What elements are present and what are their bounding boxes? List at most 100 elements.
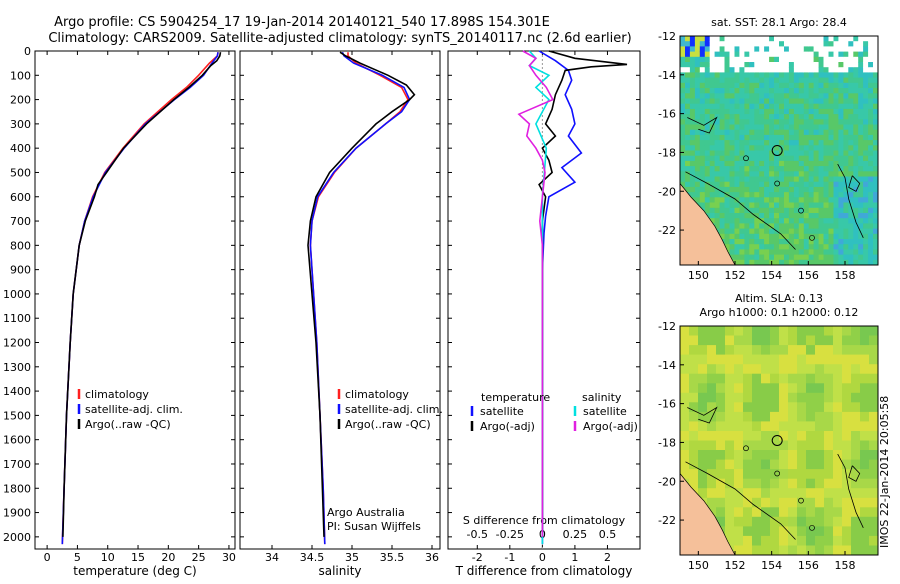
- map-cell: [759, 145, 765, 151]
- map-cell: [779, 77, 785, 84]
- map-cell: [729, 171, 735, 177]
- map-cell: [833, 124, 839, 131]
- x-axis-label: T difference from climatology: [455, 564, 633, 578]
- map-cell: [788, 72, 795, 79]
- map-cell: [833, 98, 839, 105]
- map-cell: [707, 450, 717, 460]
- map-cell: [788, 254, 795, 261]
- map-cell: [689, 150, 696, 157]
- map-cell: [858, 114, 864, 120]
- map-cell: [803, 56, 810, 63]
- map-cell: [719, 72, 726, 79]
- map-cell: [734, 160, 740, 167]
- map-cell: [788, 197, 795, 203]
- map-cell: [863, 249, 869, 256]
- map-cell: [806, 392, 816, 403]
- map-cell: [707, 364, 717, 375]
- map-cell: [803, 119, 810, 125]
- map-cell: [779, 218, 785, 224]
- map-cell: [729, 88, 735, 94]
- map-cell: [843, 197, 849, 203]
- map-cell: [754, 166, 760, 172]
- map-cell: [698, 431, 708, 441]
- map-cell: [793, 98, 800, 105]
- reef-contour: [685, 461, 796, 540]
- map-cell: [734, 62, 740, 68]
- map-cell: [770, 335, 780, 346]
- map-cell: [709, 160, 716, 167]
- map-cell: [739, 155, 745, 162]
- map-cell: [797, 326, 807, 336]
- map-cell: [853, 93, 859, 99]
- map-cell: [707, 373, 717, 384]
- map-cell: [761, 335, 771, 346]
- map-cell: [716, 335, 726, 346]
- map-cell: [784, 36, 790, 42]
- map-cell: [716, 402, 726, 413]
- map-cell: [868, 171, 874, 177]
- map-cell: [808, 181, 815, 188]
- map-cell: [764, 202, 770, 209]
- map-cell: [788, 62, 795, 68]
- map-cell: [851, 516, 861, 527]
- map-cell: [818, 67, 825, 73]
- sst-map-title: sat. SST: 28.1 Argo: 28.4: [711, 16, 847, 29]
- map-cell: [734, 373, 744, 384]
- map-cell: [779, 254, 785, 261]
- map-cell: [793, 41, 800, 47]
- map-cell: [754, 62, 760, 68]
- map-cell: [833, 411, 843, 422]
- map-cell: [868, 166, 874, 172]
- map-cell: [798, 108, 805, 115]
- map-cell: [858, 249, 864, 256]
- map-cell: [725, 421, 735, 432]
- map-cell: [784, 171, 790, 177]
- map-cell: [725, 488, 735, 499]
- map-cell: [873, 82, 879, 89]
- map-cell: [843, 72, 849, 79]
- island-outline: [774, 180, 781, 187]
- map-cell: [749, 202, 755, 209]
- map-cell: [838, 36, 844, 42]
- map-cell: [744, 41, 750, 47]
- map-cell: [798, 36, 805, 42]
- map-cell: [784, 160, 790, 167]
- map-cell: [769, 82, 775, 89]
- map-cell: [734, 51, 740, 58]
- map-cell: [848, 93, 854, 99]
- map-cell: [759, 41, 765, 47]
- map-cell: [714, 67, 721, 73]
- map-cell: [833, 155, 839, 162]
- map-cell: [779, 421, 789, 432]
- map-cell: [754, 103, 760, 110]
- map-cell: [719, 192, 726, 198]
- map-cell: [873, 62, 879, 68]
- map-cell: [842, 450, 852, 460]
- map-cell: [803, 77, 810, 84]
- map-cell: [793, 181, 800, 188]
- map-cell: [680, 354, 690, 365]
- map-cell: [729, 249, 735, 256]
- map-cell: [759, 36, 765, 42]
- map-cell: [770, 383, 780, 394]
- map-cell: [868, 67, 874, 73]
- map-cell: [813, 207, 820, 214]
- map-cell: [824, 421, 834, 432]
- map-cell: [797, 402, 807, 413]
- map-cell: [848, 36, 854, 42]
- map-cell: [793, 223, 800, 230]
- map-cell: [764, 77, 770, 84]
- map-cell: [716, 507, 726, 518]
- map-cell: [754, 140, 760, 146]
- map-cell: [714, 124, 721, 131]
- map-cell: [694, 124, 701, 131]
- map-cell: [694, 155, 701, 162]
- x-tick-label: 154: [761, 269, 782, 282]
- map-cell: [714, 72, 721, 79]
- map-cell: [788, 134, 795, 141]
- map-cell: [716, 373, 726, 384]
- map-cell: [863, 72, 869, 79]
- map-cell: [769, 181, 775, 188]
- map-cell: [754, 197, 760, 203]
- map-cell: [769, 103, 775, 110]
